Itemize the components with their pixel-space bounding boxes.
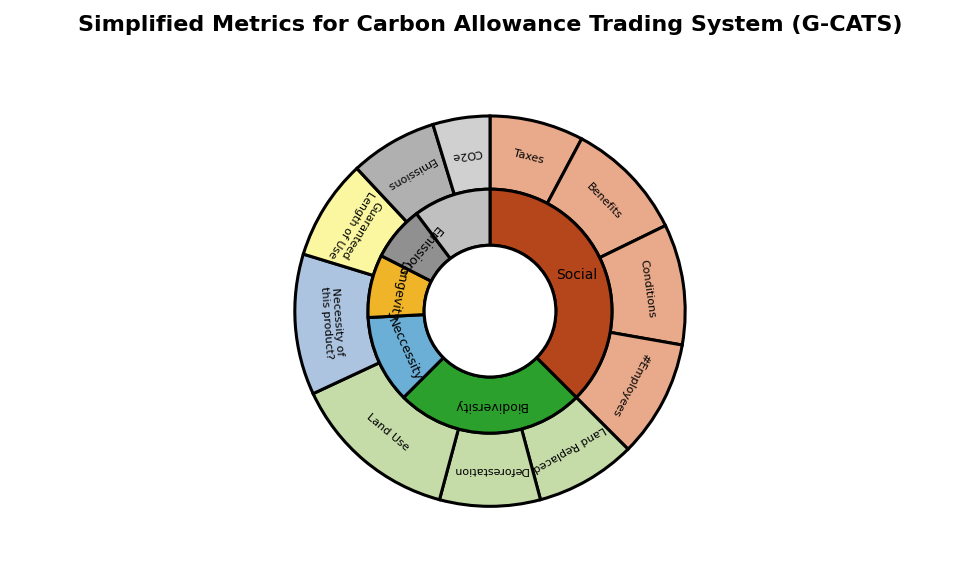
Wedge shape	[576, 332, 682, 449]
Title: Simplified Metrics for Carbon Allowance Trading System (G-CATS): Simplified Metrics for Carbon Allowance …	[77, 15, 903, 35]
Text: Land Use: Land Use	[366, 412, 411, 453]
Wedge shape	[433, 116, 490, 194]
Wedge shape	[381, 214, 451, 281]
Circle shape	[424, 246, 556, 377]
Text: Emissions: Emissions	[393, 223, 443, 279]
Text: #Employees: #Employees	[610, 351, 652, 418]
Wedge shape	[600, 225, 685, 345]
Wedge shape	[416, 189, 490, 259]
Text: Taxes: Taxes	[513, 149, 545, 166]
Wedge shape	[439, 429, 541, 507]
Text: Neccessity: Neccessity	[384, 316, 424, 383]
Wedge shape	[404, 358, 576, 433]
Wedge shape	[357, 125, 455, 222]
Text: Conditions: Conditions	[638, 259, 656, 319]
Wedge shape	[314, 363, 459, 500]
Text: Longevity: Longevity	[385, 260, 411, 323]
Text: Land Replaced: Land Replaced	[531, 424, 608, 473]
Text: Necessity of
this product?: Necessity of this product?	[318, 285, 345, 359]
Wedge shape	[304, 168, 407, 275]
Wedge shape	[490, 189, 612, 397]
Wedge shape	[521, 397, 628, 500]
Text: Social: Social	[557, 268, 598, 282]
Wedge shape	[490, 116, 581, 204]
Wedge shape	[295, 254, 379, 394]
Wedge shape	[368, 256, 431, 317]
Text: Deforestation: Deforestation	[452, 465, 528, 475]
Text: Benefits: Benefits	[585, 181, 623, 221]
Wedge shape	[547, 139, 665, 258]
Text: Emissions: Emissions	[384, 156, 437, 192]
Wedge shape	[368, 315, 443, 397]
Text: Biodiversity: Biodiversity	[453, 398, 527, 412]
Text: Guaranteed
Length of Use: Guaranteed Length of Use	[326, 189, 385, 266]
Text: CO2e: CO2e	[451, 147, 482, 162]
